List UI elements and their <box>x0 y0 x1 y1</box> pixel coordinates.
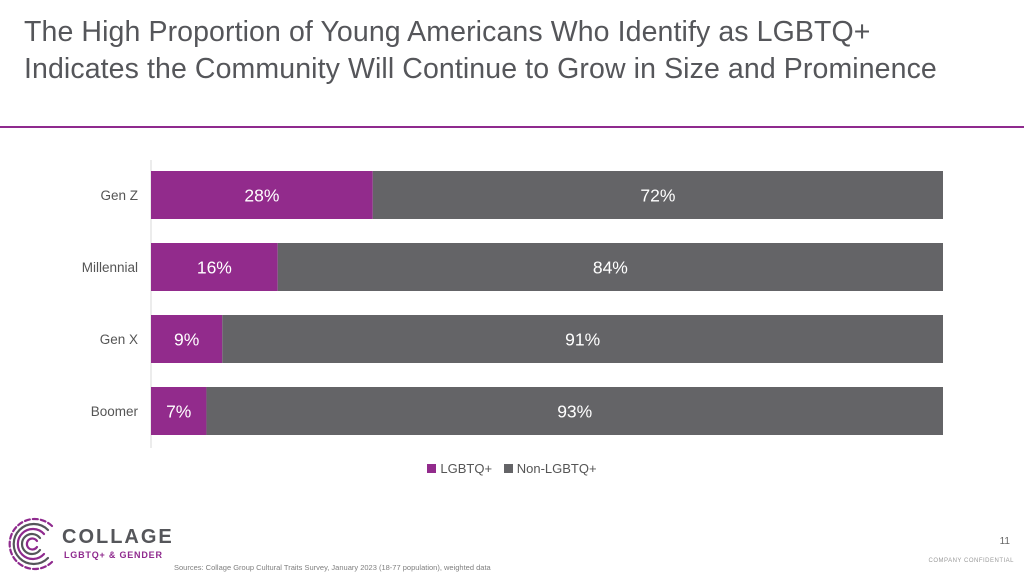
legend-item-lgbtq: LGBTQ+ <box>427 461 492 476</box>
stacked-bar-chart: Gen Z 28% 72% Millennial 16% 84% Gen X 9% 91% Boo… <box>82 160 944 448</box>
bar-boomer-lgbtq- <box>151 387 207 435</box>
legend-item-non-lgbtq: Non-LGBTQ+ <box>503 461 597 476</box>
bar-gen-z-lgbtq- <box>151 171 373 219</box>
slide-title: The High Proportion of Young Americans W… <box>24 14 1014 88</box>
bar-millennial-lgbtq- <box>151 243 278 291</box>
data-label-boomer-non-lgbtq-: 93% <box>557 402 592 422</box>
logo-subtitle: LGBTQ+ & GENDER <box>64 550 163 560</box>
category-label-millennial: Millennial <box>82 260 138 275</box>
data-label-gen-x-lgbtq-: 9% <box>174 330 199 350</box>
legend-label-non-lgbtq: Non-LGBTQ+ <box>516 461 597 476</box>
category-label-boomer: Boomer <box>91 404 139 419</box>
bar-gen-z-non-lgbtq- <box>372 171 943 219</box>
bar-millennial-non-lgbtq- <box>277 243 944 291</box>
title-line-2: Indicates the Community Will Continue to… <box>24 53 937 85</box>
bar-boomer-non-lgbtq- <box>206 387 943 435</box>
data-label-gen-x-non-lgbtq-: 91% <box>565 330 600 350</box>
source-note: Sources: Collage Group Cultural Traits S… <box>174 563 491 572</box>
category-label-gen-z: Gen Z <box>100 188 138 203</box>
title-divider <box>0 126 1024 128</box>
legend-swatch-non-lgbtq <box>503 464 513 473</box>
legend-label-lgbtq: LGBTQ+ <box>440 461 493 476</box>
collage-logo: COLLAGE LGBTQ+ & GENDER <box>8 516 172 572</box>
confidential-label: COMPANY CONFIDENTIAL <box>928 558 1014 564</box>
data-label-boomer-lgbtq-: 7% <box>166 402 191 422</box>
data-label-gen-z-lgbtq-: 28% <box>244 186 279 206</box>
collage-logo-mark-icon <box>8 517 54 571</box>
data-label-gen-z-non-lgbtq-: 72% <box>640 186 675 206</box>
data-label-millennial-non-lgbtq-: 84% <box>593 258 628 278</box>
category-label-gen-x: Gen X <box>100 332 138 347</box>
legend-swatch-lgbtq <box>427 464 437 473</box>
logo-wordmark: COLLAGE <box>62 526 174 548</box>
bar-gen-x-lgbtq- <box>151 315 223 363</box>
title-line-1: The High Proportion of Young Americans W… <box>24 16 871 48</box>
page-number: 11 <box>999 536 1010 547</box>
bar-gen-x-non-lgbtq- <box>222 315 943 363</box>
data-label-millennial-lgbtq-: 16% <box>197 258 232 278</box>
chart-legend: LGBTQ+ Non-LGBTQ+ <box>0 461 1024 476</box>
